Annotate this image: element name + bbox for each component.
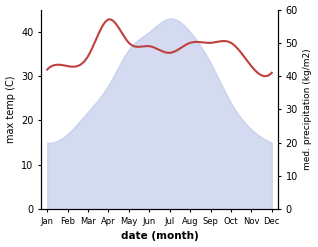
Y-axis label: med. precipitation (kg/m2): med. precipitation (kg/m2) xyxy=(303,49,313,170)
X-axis label: date (month): date (month) xyxy=(121,231,198,242)
Y-axis label: max temp (C): max temp (C) xyxy=(5,76,16,143)
